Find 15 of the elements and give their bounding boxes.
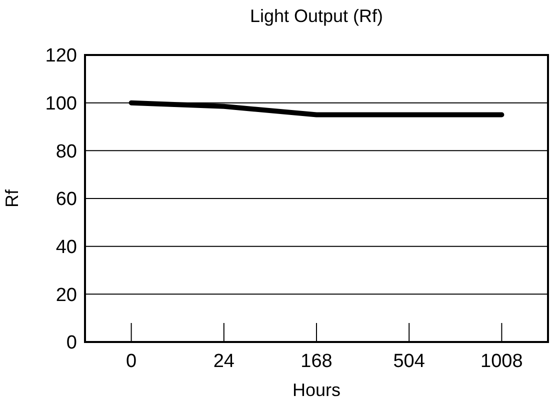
x-tick-label: 1008 (480, 351, 523, 372)
y-axis-title: Rf (2, 188, 22, 208)
y-tick-label: 60 (56, 189, 77, 210)
x-axis-title: Hours (292, 380, 341, 400)
x-tick-label: 504 (393, 351, 426, 372)
x-tick-label: 168 (300, 351, 332, 372)
y-tick-label: 100 (45, 93, 77, 114)
x-tick-label: 0 (126, 351, 137, 372)
chart-title: Light Output (Rf) (250, 6, 384, 26)
y-tick-label: 20 (56, 284, 77, 306)
y-tick-label: 120 (45, 46, 77, 67)
y-tick-label: 40 (56, 236, 77, 258)
y-tick-label: 80 (56, 141, 77, 162)
y-tick-label: 0 (66, 332, 77, 354)
x-tick-label: 24 (213, 351, 235, 372)
